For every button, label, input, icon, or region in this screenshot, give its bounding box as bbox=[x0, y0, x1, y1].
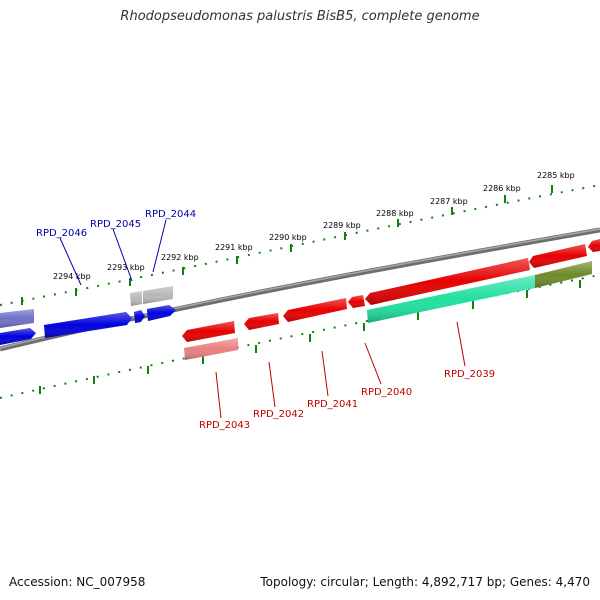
accession-text: Accession: NC_007958 bbox=[9, 575, 146, 589]
scale-label: 2286 kbp bbox=[483, 184, 521, 193]
scale-label: 2291 kbp bbox=[215, 243, 253, 252]
inner-scale bbox=[0, 274, 600, 399]
gene-label-rpd-2045: RPD_2045 bbox=[90, 219, 141, 230]
gene-label-rpd-2043: RPD_2043 bbox=[199, 420, 250, 431]
gene-label-rpd-2042: RPD_2042 bbox=[253, 409, 304, 420]
scale-label: 2294 kbp bbox=[53, 272, 91, 281]
topology-text: Topology: circular; Length: 4,892,717 bp… bbox=[260, 575, 590, 589]
scale-label: 2293 kbp bbox=[107, 263, 145, 272]
reverse-genes bbox=[0, 286, 176, 345]
scale-label: 2290 kbp bbox=[269, 233, 307, 242]
label-leaders bbox=[59, 219, 466, 419]
scale-label: 2289 kbp bbox=[323, 221, 361, 230]
gene-label-rpd-2039: RPD_2039 bbox=[444, 369, 495, 380]
gene-label-rpd-2046: RPD_2046 bbox=[36, 228, 87, 239]
gene-label-rpd-2044: RPD_2044 bbox=[145, 209, 196, 220]
scale-label: 2292 kbp bbox=[161, 253, 199, 262]
gene-label-rpd-2041: RPD_2041 bbox=[307, 399, 358, 410]
forward-genes bbox=[182, 239, 600, 360]
outer-scale bbox=[0, 184, 600, 306]
scale-label: 2287 kbp bbox=[430, 197, 468, 206]
scale-label: 2285 kbp bbox=[537, 171, 575, 180]
gene-label-rpd-2040: RPD_2040 bbox=[361, 387, 412, 398]
map-title: Rhodopseudomonas palustris BisB5, comple… bbox=[120, 9, 480, 24]
scale-label: 2288 kbp bbox=[376, 209, 414, 218]
